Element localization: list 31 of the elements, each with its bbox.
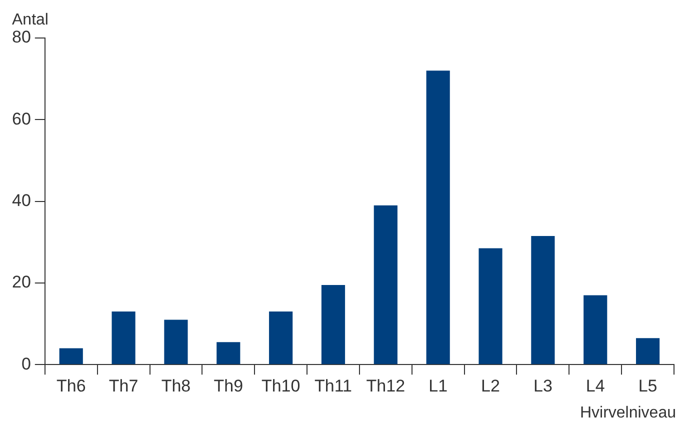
bar [426,70,450,364]
x-tick-label: L2 [481,376,500,396]
x-tick-label: Th7 [108,376,138,396]
x-tick-label: L3 [533,376,552,396]
bar [374,205,398,364]
x-tick-label: Th9 [214,376,244,396]
y-tick-label: 60 [12,109,31,128]
x-tick-label: L1 [428,376,448,396]
bar [112,312,136,364]
bar [164,320,188,364]
y-tick-label: 20 [12,272,31,292]
x-tick-label: Th11 [314,376,352,396]
y-axis-title: Antal [12,11,48,28]
y-tick-label: 80 [12,28,31,47]
y-tick-label: 40 [12,190,31,210]
bar [478,248,502,364]
bar [531,236,555,364]
y-tick-label: 0 [21,354,31,374]
x-tick-label: Th6 [56,376,86,396]
x-tick-label: Th8 [161,376,191,396]
bar [59,348,83,364]
x-tick-label: L5 [638,376,658,396]
x-tick-label: Th10 [261,376,300,396]
bar [584,295,608,364]
x-tick-label: L4 [586,376,605,396]
bar [216,342,240,364]
bar [269,312,293,364]
x-tick-label: Th12 [366,376,406,396]
bar [321,284,346,364]
x-axis-title: Hvirvelniveau [580,404,676,422]
bar [636,338,660,364]
